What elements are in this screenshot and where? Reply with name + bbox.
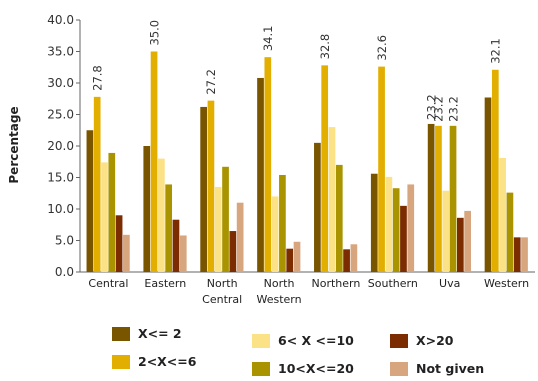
- bar-eastern-2: [150, 51, 158, 272]
- data-label: 27.2: [204, 69, 218, 95]
- bar-eastern-5: [172, 219, 180, 272]
- bar-north-central-3: [214, 186, 222, 272]
- bar-western-1: [484, 97, 492, 273]
- bar-north-central-6: [236, 202, 244, 272]
- category-label: Northern: [312, 277, 361, 290]
- bar-north-western-2: [264, 57, 272, 272]
- bar-uva-4: [449, 125, 457, 272]
- category-label: Western: [484, 277, 529, 290]
- bar-northern-2: [321, 65, 329, 272]
- data-label: 32.6: [375, 35, 389, 61]
- data-label: 23.2: [446, 96, 460, 122]
- bar-uva-2: [435, 125, 442, 272]
- data-label: 23.2: [432, 96, 446, 122]
- y-tick-label: 30.0: [47, 76, 74, 90]
- bar-central-2: [93, 96, 101, 272]
- bar-southern-6: [407, 184, 415, 272]
- bar-north-central-5: [229, 231, 237, 272]
- bar-north-western-1: [257, 77, 264, 273]
- bar-central-3: [101, 162, 108, 272]
- bar-northern-5: [343, 249, 350, 272]
- bar-western-5: [513, 237, 521, 272]
- bar-eastern-6: [179, 235, 187, 272]
- bar-southern-5: [400, 205, 407, 272]
- data-label: 27.8: [90, 65, 104, 91]
- bar-central-1: [86, 130, 94, 272]
- bar-north-western-4: [279, 174, 286, 272]
- bar-uva-3: [442, 190, 450, 272]
- data-label: 35.0: [147, 20, 161, 46]
- category-label: Western: [257, 293, 302, 306]
- y-tick-label: 25.0: [47, 108, 74, 122]
- bar-southern-4: [392, 188, 400, 272]
- y-axis-title: Percentage: [7, 106, 21, 183]
- bar-uva-5: [456, 217, 464, 272]
- data-label: 32.1: [489, 38, 503, 64]
- bar-eastern-3: [158, 158, 165, 272]
- y-tick-label: 35.0: [47, 45, 74, 59]
- bar-uva-6: [464, 210, 471, 272]
- bar-northern-3: [328, 127, 336, 272]
- data-label: 23.2: [424, 94, 438, 120]
- bar-uva-1: [427, 123, 435, 272]
- category-label: Uva: [439, 277, 460, 290]
- bar-north-western-3: [271, 196, 279, 272]
- y-tick-label: 40.0: [47, 13, 74, 27]
- chart-bars: [86, 51, 528, 273]
- category-label: North: [207, 277, 238, 290]
- bar-northern-1: [314, 142, 321, 272]
- bar-north-central-4: [222, 166, 229, 272]
- bar-western-2: [491, 69, 499, 273]
- bar-eastern-1: [143, 146, 151, 272]
- bar-central-6: [123, 234, 130, 272]
- bar-northern-6: [350, 244, 358, 272]
- data-label: 32.8: [318, 34, 332, 60]
- category-label: Central: [202, 293, 242, 306]
- data-label: 34.1: [261, 26, 275, 52]
- category-label: North: [264, 277, 295, 290]
- bar-southern-3: [385, 176, 393, 272]
- bar-southern-2: [378, 66, 385, 273]
- bar-north-central-1: [200, 106, 207, 272]
- bar-central-5: [115, 215, 123, 272]
- bar-northern-4: [335, 164, 343, 272]
- y-tick-label: 20.0: [47, 139, 74, 153]
- bar-central-4: [108, 152, 116, 272]
- bar-western-3: [499, 157, 506, 272]
- chart-labels: Central 27.8 Eastern 35.0 North Central 27.2 No…: [88, 20, 529, 306]
- category-label: Central: [88, 277, 128, 290]
- bar-southern-1: [370, 173, 378, 272]
- bar-north-western-6: [293, 241, 301, 272]
- category-label: Southern: [368, 277, 418, 290]
- y-tick-label: 10.0: [47, 202, 74, 216]
- y-tick-label: 0.0: [55, 265, 74, 279]
- bar-north-western-5: [286, 248, 294, 272]
- bar-western-6: [521, 237, 528, 272]
- y-tick-label: 5.0: [55, 234, 74, 248]
- bar-eastern-4: [165, 184, 173, 272]
- bar-north-central-2: [207, 100, 215, 272]
- category-label: Eastern: [144, 277, 186, 290]
- y-tick-label: 15.0: [47, 171, 74, 185]
- bar-western-4: [506, 192, 514, 272]
